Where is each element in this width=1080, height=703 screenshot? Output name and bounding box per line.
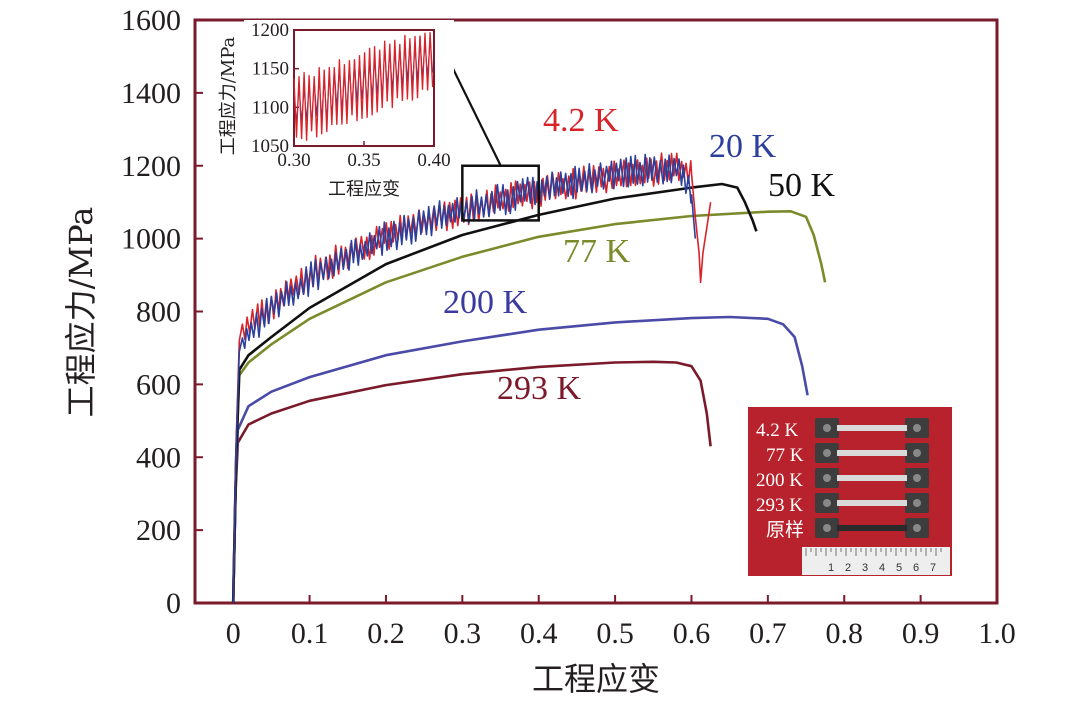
ruler-number: 5 [896, 562, 902, 574]
inset-y-title: 工程应力/MPa [218, 36, 239, 155]
photo-label-293k: 293 K [756, 495, 803, 516]
ruler-number: 3 [862, 562, 868, 574]
y-tick-label: 800 [136, 296, 181, 329]
x-axis-title: 工程应变 [532, 660, 660, 698]
inset-x-tick-label: 0.30 [277, 150, 310, 171]
inset-y-tick-label: 1050 [251, 136, 289, 157]
inset-chart: 1050 1100 1150 1200 0.30 0.35 0.40 工程应变 工程应力/… [218, 20, 454, 200]
ruler-number: 6 [913, 562, 919, 574]
y-tick-label: 1600 [121, 4, 181, 37]
x-tick-label: 0.8 [825, 617, 863, 650]
series-label-200k: 200 K [443, 284, 528, 321]
y-tick-label: 1200 [121, 150, 181, 183]
series-label-20k: 20 K [709, 128, 777, 165]
series-line-77k [231, 210, 827, 604]
ruler-number: 2 [845, 562, 851, 574]
ruler-number: 7 [930, 562, 936, 574]
series-line-293k [231, 360, 712, 604]
series-line-50k [231, 182, 758, 604]
specimen-bar [815, 443, 929, 463]
inset-y-tick-label: 1150 [252, 59, 289, 80]
x-tick-label: 0.3 [444, 617, 482, 650]
x-tick-label: 0.5 [596, 617, 634, 650]
specimen-bar [815, 518, 929, 538]
y-tick-label: 0 [166, 587, 181, 620]
y-axis-ticks: 0 200 400 600 800 1000 1200 1400 1600 [121, 4, 203, 620]
series-label-50k: 50 K [768, 167, 836, 204]
photo-label-4-2k: 4.2 K [756, 420, 799, 441]
x-tick-label: 1.0 [978, 617, 1016, 650]
inset-y-tick-label: 1200 [251, 20, 289, 41]
y-tick-label: 400 [136, 441, 181, 474]
inset-x-ticks: 0.30 0.35 0.40 [277, 141, 451, 171]
inset-series-4-2k [293, 32, 434, 141]
specimens [815, 418, 929, 538]
photo-label-200k: 200 K [756, 470, 803, 491]
series-line-200k [231, 315, 809, 604]
specimen-bar [815, 418, 929, 438]
photo-label-77k: 77 K [766, 445, 804, 466]
inset-x-tick-label: 0.35 [347, 150, 380, 171]
inset-x-tick-label: 0.40 [417, 150, 450, 171]
x-tick-label: 0.2 [367, 617, 405, 650]
x-tick-label: 0.9 [902, 617, 940, 650]
specimen-bar [815, 468, 929, 488]
inset-x-title: 工程应变 [328, 179, 400, 200]
series-label-293k: 293 K [497, 370, 582, 407]
x-tick-label: 0.4 [520, 617, 558, 650]
series-label-4-2k: 4.2 K [543, 102, 619, 139]
x-tick-label: 0 [226, 617, 241, 650]
x-tick-label: 0.6 [673, 617, 711, 650]
x-tick-label: 0.1 [291, 617, 329, 650]
y-axis-title: 工程应力/MPa [62, 207, 100, 418]
inset-y-ticks: 1050 1100 1150 1200 [251, 20, 299, 157]
y-tick-label: 200 [136, 514, 181, 547]
photo-label-original: 原样 [766, 519, 804, 541]
y-tick-label: 1400 [121, 77, 181, 110]
specimen-bar [815, 493, 929, 513]
series-line-20k [232, 153, 697, 604]
y-tick-label: 1000 [121, 223, 181, 256]
inset-y-tick-label: 1100 [252, 97, 289, 118]
series-label-77k: 77 K [563, 233, 631, 270]
ruler-number: 1 [828, 562, 834, 574]
x-axis-ticks: 0 0.1 0.2 0.3 0.4 0.5 0.6 0.7 0.8 0.9 1.0 [226, 595, 1016, 650]
ruler-number: 4 [879, 562, 885, 574]
y-tick-label: 600 [136, 368, 181, 401]
x-tick-label: 0.7 [749, 617, 787, 650]
